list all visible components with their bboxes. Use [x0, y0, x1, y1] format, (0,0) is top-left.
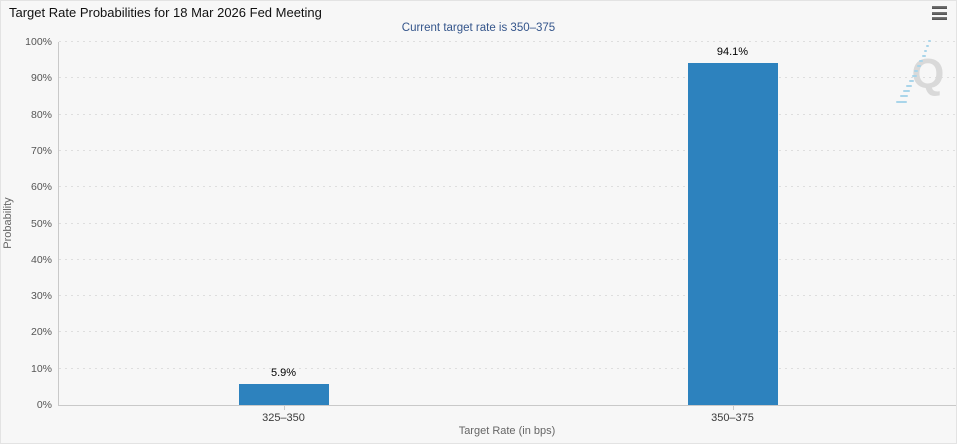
y-axis-tick-label: 0%: [36, 399, 52, 411]
probability-bar[interactable]: [687, 63, 778, 405]
gridline: [59, 331, 956, 333]
hamburger-icon: [932, 17, 947, 20]
hamburger-icon: [932, 11, 947, 15]
gridline: [59, 258, 956, 260]
bar-group: 94.1% 350–375: [687, 42, 778, 424]
x-axis-tick: [283, 405, 285, 410]
y-axis-tick-label: 70%: [30, 144, 52, 157]
y-axis-tick-label: 100%: [25, 36, 52, 48]
gridline: [59, 113, 956, 115]
y-axis-tick-label: 30%: [30, 290, 52, 303]
gridline: [59, 367, 956, 369]
gridline: [59, 295, 956, 297]
x-axis-category-label: 350–375: [711, 412, 754, 424]
hamburger-icon: [932, 6, 947, 9]
gridline: [59, 77, 956, 79]
y-axis-tick-label: 90%: [30, 72, 52, 85]
x-axis-tick: [732, 405, 734, 410]
y-axis-tick-label: 80%: [30, 108, 52, 121]
chart-title: Target Rate Probabilities for 18 Mar 202…: [9, 5, 322, 20]
gridline: [59, 149, 956, 151]
x-axis-category-label: 325–350: [262, 412, 305, 424]
gridline: [59, 41, 956, 42]
x-axis-title: Target Rate (in bps): [458, 425, 556, 437]
gridline: [59, 222, 956, 224]
y-axis-tick-label: 20%: [30, 326, 52, 339]
y-axis-tick-label: 10%: [30, 362, 52, 375]
gridline: [59, 186, 956, 188]
y-axis-tick-label: 60%: [30, 181, 52, 194]
chart-context-menu-button[interactable]: [932, 6, 947, 20]
bar-group: 5.9% 325–350: [238, 42, 329, 424]
probability-bar[interactable]: [238, 383, 329, 405]
y-axis-tick-label: 50%: [30, 217, 52, 230]
bar-data-label: 5.9%: [270, 366, 297, 379]
chart-subtitle: Current target rate is 350–375: [401, 22, 556, 34]
plot-area: 0% 10% 20% 30% 40% 50% 60% 70% 80% 90% 100% 5.9% 325…: [25, 36, 956, 424]
bar-data-label: 94.1%: [716, 46, 749, 59]
y-axis-tick-label: 40%: [30, 253, 52, 266]
y-axis-title: Probability: [2, 197, 14, 249]
